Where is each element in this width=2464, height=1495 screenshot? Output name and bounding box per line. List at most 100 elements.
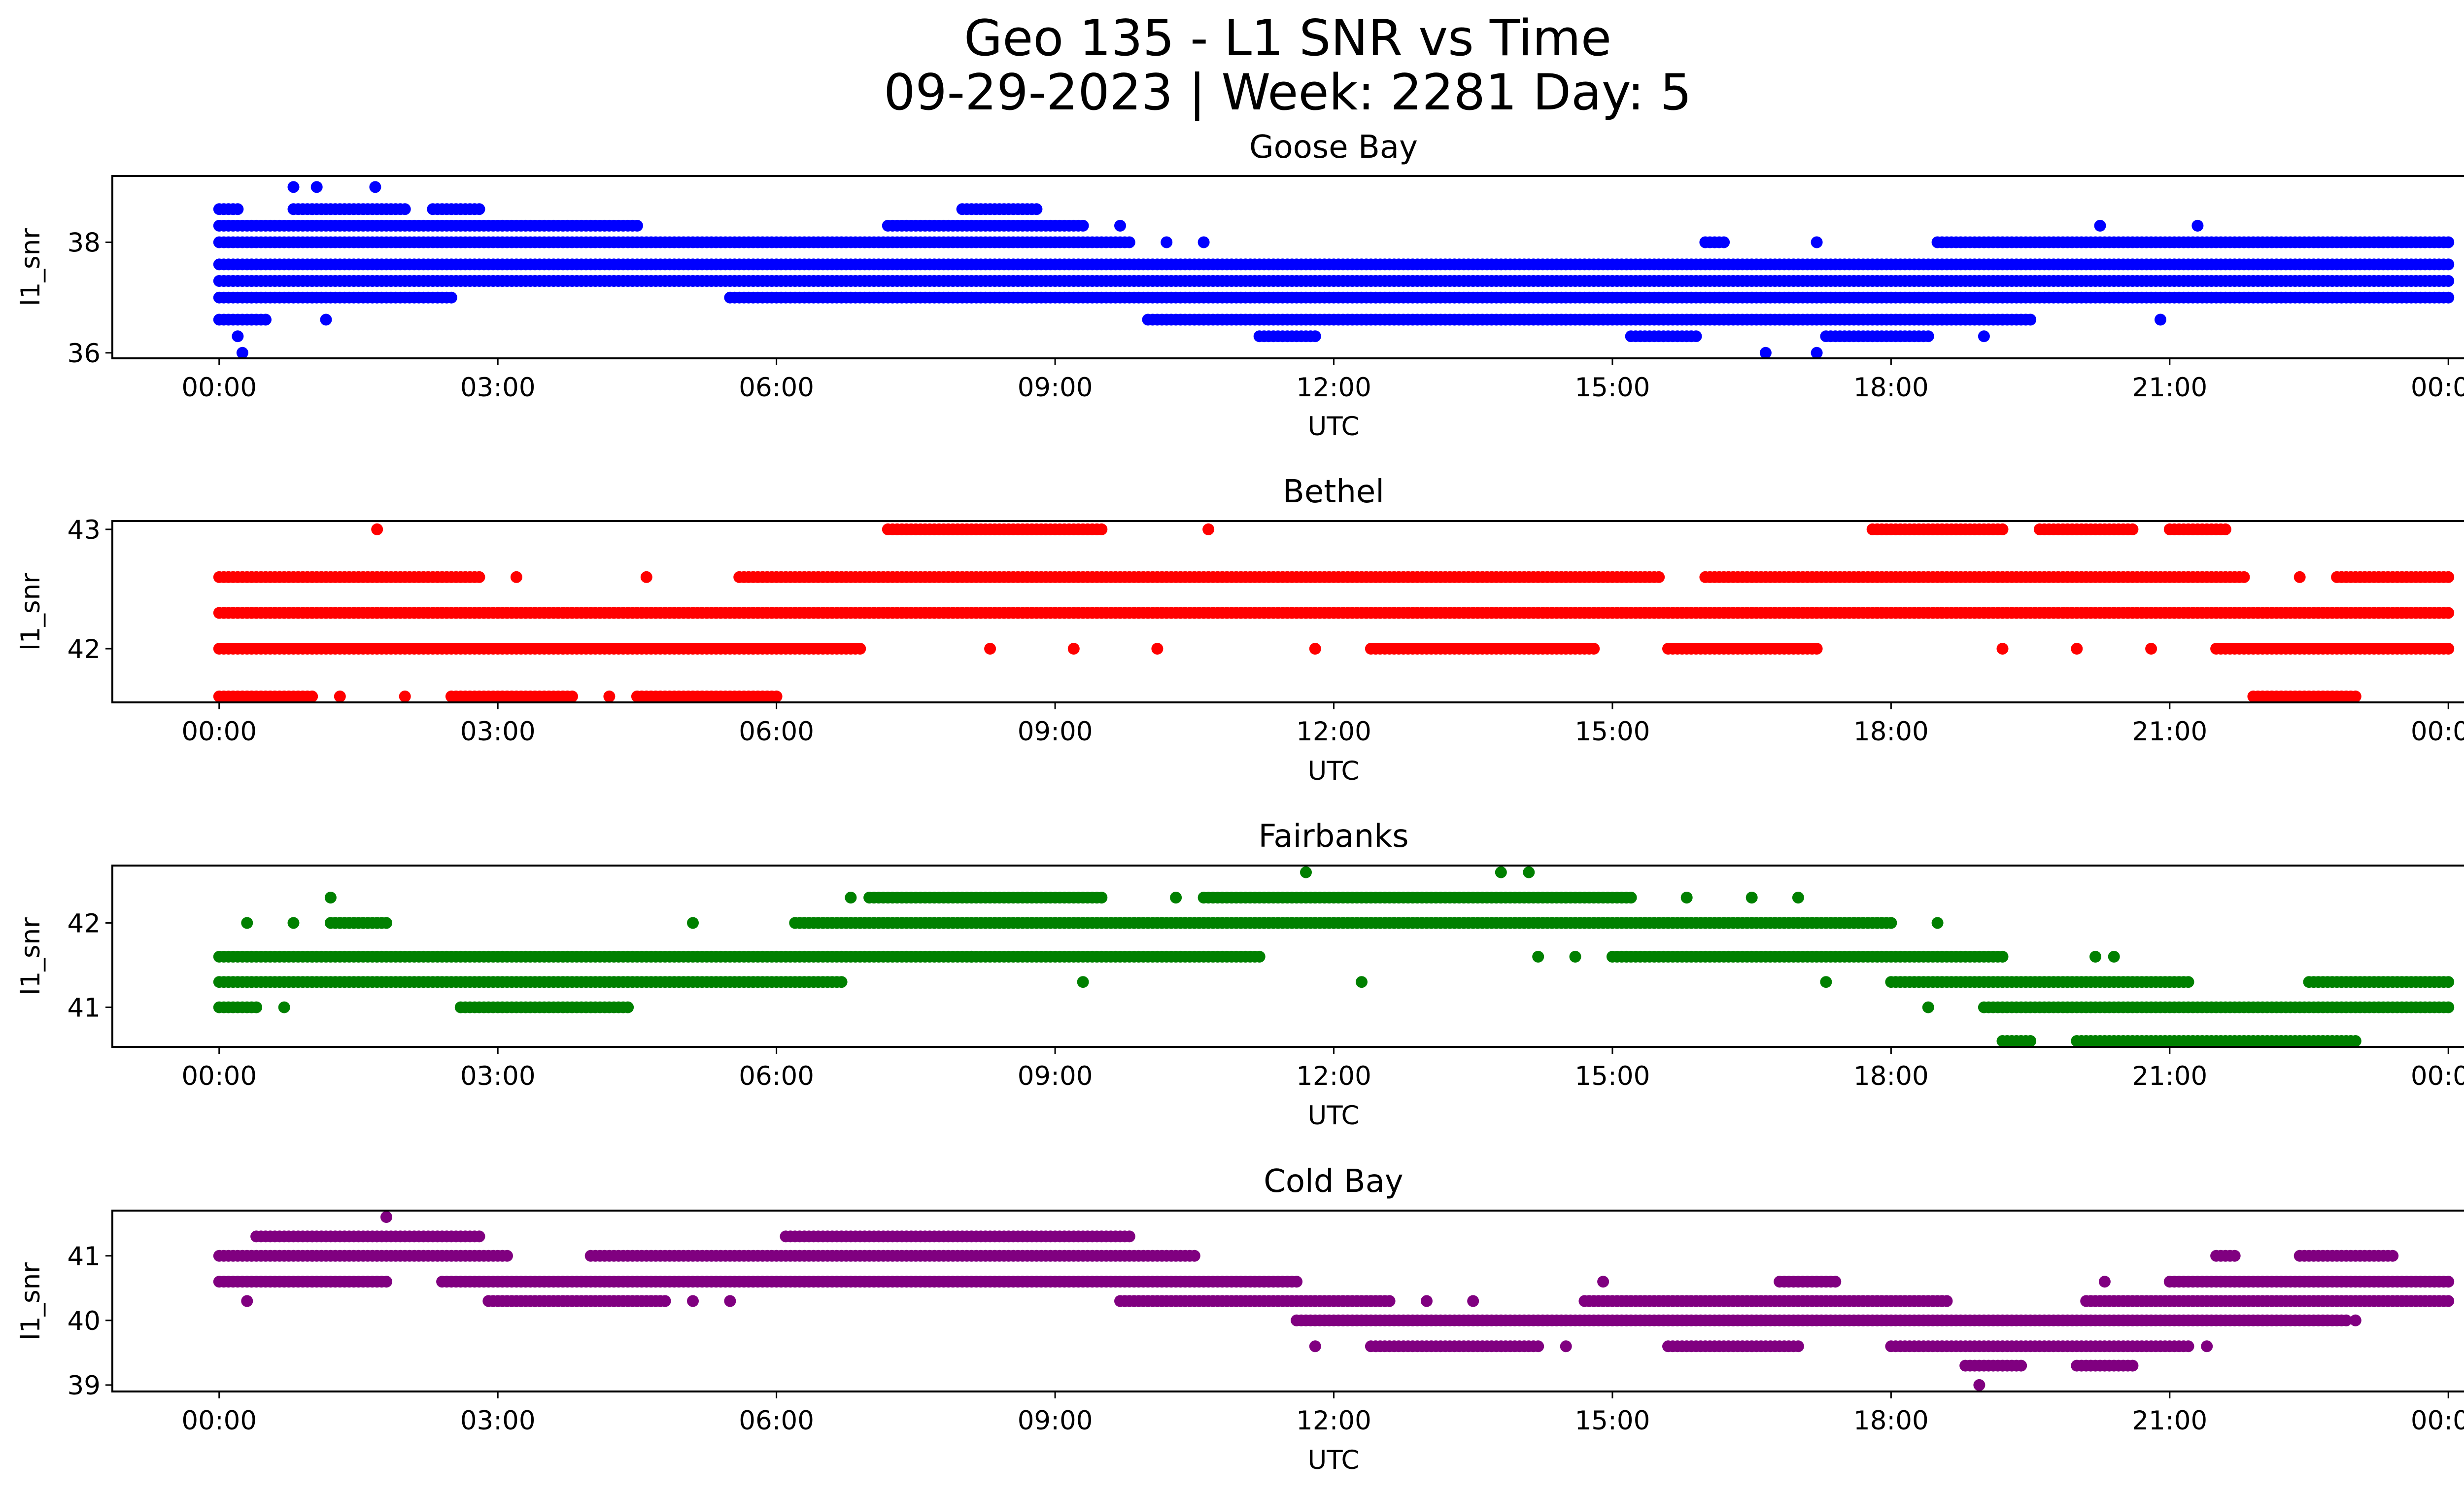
data-point — [2155, 313, 2166, 326]
data-point — [320, 313, 332, 326]
data-point — [1922, 330, 1934, 343]
data-point — [2442, 976, 2455, 988]
data-point — [1161, 236, 1173, 248]
data-point — [965, 950, 978, 963]
data-point — [2238, 571, 2250, 583]
x-tick-label: 12:00 — [1296, 1061, 1371, 1091]
data-point — [2293, 571, 2306, 583]
data-point — [2442, 236, 2455, 248]
data-point — [2349, 1035, 2361, 1047]
data-point — [1170, 892, 1182, 904]
plot-frame — [111, 865, 2464, 1048]
data-point — [2349, 690, 2361, 702]
x-tick-label: 03:00 — [460, 373, 536, 403]
x-axis-label: UTC — [1307, 756, 1359, 786]
subplot-title: Fairbanks — [1258, 818, 1408, 855]
x-tick-label: 12:00 — [1296, 373, 1371, 403]
data-point — [2024, 313, 2037, 326]
data-point — [399, 690, 411, 702]
marks — [213, 523, 2455, 702]
data-point — [2108, 950, 2120, 963]
data-point — [1067, 643, 1080, 655]
x-tick-label: 06:00 — [739, 717, 814, 747]
data-point — [334, 690, 346, 702]
data-point — [1356, 976, 1368, 988]
data-point — [984, 643, 996, 655]
data-point — [1996, 523, 2009, 535]
data-point — [1811, 347, 1823, 359]
x-tick-label: 09:00 — [1018, 373, 1093, 403]
data-point — [236, 347, 248, 359]
data-point — [445, 291, 457, 304]
data-point — [501, 1250, 513, 1262]
data-point — [1198, 236, 1210, 248]
y-axis-label: l1_snr — [16, 228, 46, 306]
data-point — [640, 571, 652, 583]
x-tick-label: 15:00 — [1575, 1061, 1650, 1091]
data-point — [1931, 917, 1944, 929]
data-point — [1718, 236, 1730, 248]
subplot-title: Goose Bay — [1249, 129, 1418, 166]
x-tick-label: 00:00 — [2411, 717, 2464, 747]
data-point — [2219, 523, 2231, 535]
y-axis-label: l1_snr — [16, 573, 46, 651]
x-ticks: 00:00 03:00 06:00 09:00 12:00 15:00 18:00 21:00… — [181, 1047, 2464, 1091]
data-point — [2442, 1001, 2455, 1013]
y-tick-label: 36 — [68, 339, 101, 369]
data-point — [278, 1001, 290, 1013]
data-point — [1625, 892, 1637, 904]
data-point — [399, 203, 411, 215]
data-point — [1532, 950, 1544, 963]
data-point — [232, 330, 244, 343]
data-point — [2442, 258, 2455, 271]
data-point — [306, 690, 318, 702]
data-point — [1922, 1001, 1934, 1013]
data-point — [2024, 1035, 2037, 1047]
y-axis-label: l1_snr — [16, 917, 46, 995]
data-point — [1820, 976, 1832, 988]
data-point — [324, 892, 337, 904]
x-tick-label: 09:00 — [1018, 717, 1093, 747]
data-point — [835, 976, 848, 988]
data-point — [1188, 1250, 1200, 1262]
data-point — [622, 1001, 634, 1013]
data-point — [287, 181, 300, 193]
x-tick-label: 00:00 — [181, 373, 257, 403]
data-point — [1588, 643, 1600, 655]
subplot-title: Bethel — [1283, 474, 1384, 510]
x-tick-label: 09:00 — [1018, 1061, 1093, 1091]
x-axis-label: UTC — [1307, 1101, 1359, 1131]
data-point — [2071, 643, 2083, 655]
subplot-bethel: Bethel 00:00 03:00 06:00 09:00 12:00 15:00 18:… — [16, 474, 2464, 786]
data-point — [1123, 236, 1135, 248]
data-point — [1309, 330, 1321, 343]
data-point — [854, 643, 866, 655]
data-point — [2094, 219, 2106, 232]
data-point — [1095, 892, 1108, 904]
data-point — [1030, 203, 1043, 215]
data-point — [1495, 866, 1507, 878]
x-tick-label: 06:00 — [739, 373, 814, 403]
data-point — [1077, 219, 1089, 232]
data-point — [845, 892, 857, 904]
plot-frame — [111, 520, 2464, 703]
data-point — [1202, 523, 1215, 535]
subplot-cold-bay: Cold Bay 00:00 03:00 06:00 09:00 12:00 15:00 1… — [16, 1163, 2464, 1475]
figure-title-line1: Geo 135 - L1 SNR vs Time — [964, 9, 1611, 67]
x-tick-label: 18:00 — [1853, 717, 1929, 747]
data-point — [369, 181, 381, 193]
marks — [213, 181, 2455, 359]
data-point — [2442, 643, 2455, 655]
data-point — [287, 917, 300, 929]
x-tick-label: 06:00 — [739, 1061, 814, 1091]
data-point — [2191, 219, 2204, 232]
data-point — [2126, 523, 2139, 535]
data-point — [232, 203, 244, 215]
data-point — [1811, 643, 1823, 655]
data-point — [250, 1001, 263, 1013]
data-point — [2145, 643, 2157, 655]
data-point — [371, 523, 383, 535]
data-point — [1759, 347, 1772, 359]
